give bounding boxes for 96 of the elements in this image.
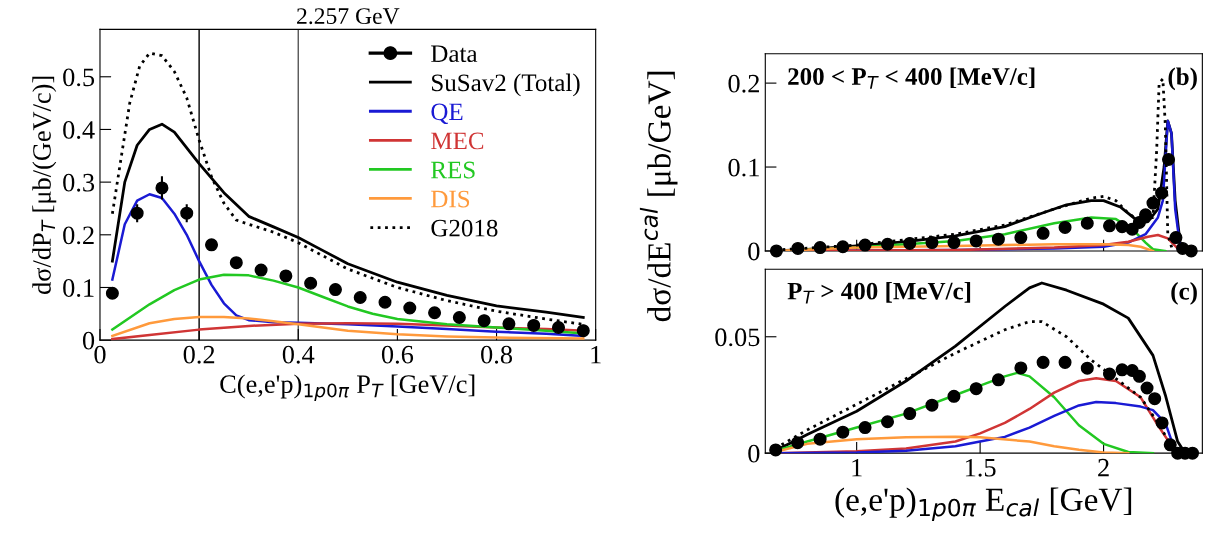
point xyxy=(1014,231,1028,245)
x-tick-label: 0.4 xyxy=(282,345,315,364)
point xyxy=(551,321,566,335)
point xyxy=(452,311,466,325)
point xyxy=(1139,208,1153,222)
y-tick-label: 0 xyxy=(748,242,760,261)
point xyxy=(881,237,895,251)
point xyxy=(105,286,119,300)
point xyxy=(1155,416,1169,430)
point xyxy=(328,283,342,297)
chart-title: 2.257 GeV xyxy=(297,8,400,25)
x-tick-label: 1.5 xyxy=(965,458,996,477)
point xyxy=(1058,220,1072,234)
x-tick-label: 1 xyxy=(852,458,862,477)
y-tick-label: 0.2 xyxy=(728,74,759,93)
y-tick-label: 0.05 xyxy=(715,328,760,347)
x-tick-label: 0.2 xyxy=(183,345,215,364)
point xyxy=(1140,381,1154,395)
y-tick-label: 0.1 xyxy=(63,279,94,298)
point xyxy=(1115,220,1129,234)
point xyxy=(903,236,917,250)
y-tick-label: 0.4 xyxy=(63,121,95,139)
point xyxy=(428,306,442,320)
y-axis-title: dσ/dE$^{cal}$ [μb/GeV] xyxy=(639,71,678,322)
point xyxy=(903,407,917,421)
y-tick-label: 0.5 xyxy=(63,68,95,87)
point xyxy=(1080,361,1094,375)
legend-label: QE xyxy=(431,103,463,125)
point xyxy=(969,234,983,248)
point xyxy=(836,425,850,439)
point xyxy=(1155,186,1169,200)
point xyxy=(353,290,367,304)
point xyxy=(378,295,392,309)
point xyxy=(813,241,827,255)
annotation: (b) xyxy=(1168,67,1197,91)
x-tick-label: 2 xyxy=(1098,458,1109,477)
point xyxy=(791,241,805,255)
point xyxy=(947,389,961,403)
point xyxy=(1036,355,1050,369)
y-tick-label: 0 xyxy=(748,444,760,463)
legend-label: MEC xyxy=(431,132,484,150)
point xyxy=(1080,216,1094,230)
y-axis-title: dσ/dP$_{T}$ [μb/(GeV/c)] xyxy=(32,76,57,294)
legend-label: DIS xyxy=(431,190,470,208)
point xyxy=(279,269,293,283)
point xyxy=(769,443,783,457)
point xyxy=(925,236,939,250)
annotation: P$_{T}$ > 400 [MeV/c] xyxy=(787,281,971,304)
point xyxy=(1169,231,1183,245)
point xyxy=(769,244,783,258)
y-tick-label: 0 xyxy=(82,331,95,350)
annotation: 200 < P$_{T}$ < 400 [MeV/c] xyxy=(788,67,1035,89)
point xyxy=(991,373,1005,387)
x-axis-title: C(e,e'p)$_{1p0π}$ P$_{T}$ [GeV/c] xyxy=(220,374,475,401)
y-tick-label: 0.2 xyxy=(63,226,94,245)
point xyxy=(502,317,516,331)
point xyxy=(969,382,983,396)
x-tick-label: 0.8 xyxy=(481,345,513,364)
point xyxy=(403,301,417,315)
point xyxy=(1103,219,1117,233)
point xyxy=(576,324,590,338)
point xyxy=(1148,392,1162,406)
point xyxy=(947,236,961,250)
legend-label: RES xyxy=(431,161,475,179)
legend-label: SuSav2 (Total) xyxy=(432,73,580,97)
point xyxy=(1162,152,1176,166)
point xyxy=(1014,361,1028,375)
legend-label: G2018 xyxy=(431,219,498,237)
point xyxy=(1163,438,1177,452)
x-tick-label: 0.6 xyxy=(381,345,414,364)
point xyxy=(205,238,219,252)
y-tick-label: 0.1 xyxy=(728,158,759,177)
point xyxy=(991,232,1005,246)
point xyxy=(813,432,827,446)
point xyxy=(791,436,805,450)
point xyxy=(1132,369,1146,383)
x-axis-title: (e,e'p)$_{1p0π}$ E$_{cal}$ [GeV] xyxy=(835,487,1132,521)
annotation: (c) xyxy=(1171,282,1197,305)
point xyxy=(1103,367,1117,381)
point xyxy=(229,256,243,270)
legend-label: Data xyxy=(431,45,478,63)
point xyxy=(527,318,541,332)
point xyxy=(858,421,872,435)
point xyxy=(254,263,268,277)
point xyxy=(836,240,850,254)
x-tick-label: 1 xyxy=(591,345,601,364)
point xyxy=(1058,355,1072,369)
point xyxy=(1184,244,1198,258)
y-tick-label: 0.3 xyxy=(63,173,95,192)
point xyxy=(881,415,895,429)
point xyxy=(1036,226,1050,240)
point xyxy=(858,238,872,252)
point xyxy=(925,398,939,412)
point xyxy=(1146,196,1160,210)
point xyxy=(477,314,491,328)
point xyxy=(304,276,318,290)
